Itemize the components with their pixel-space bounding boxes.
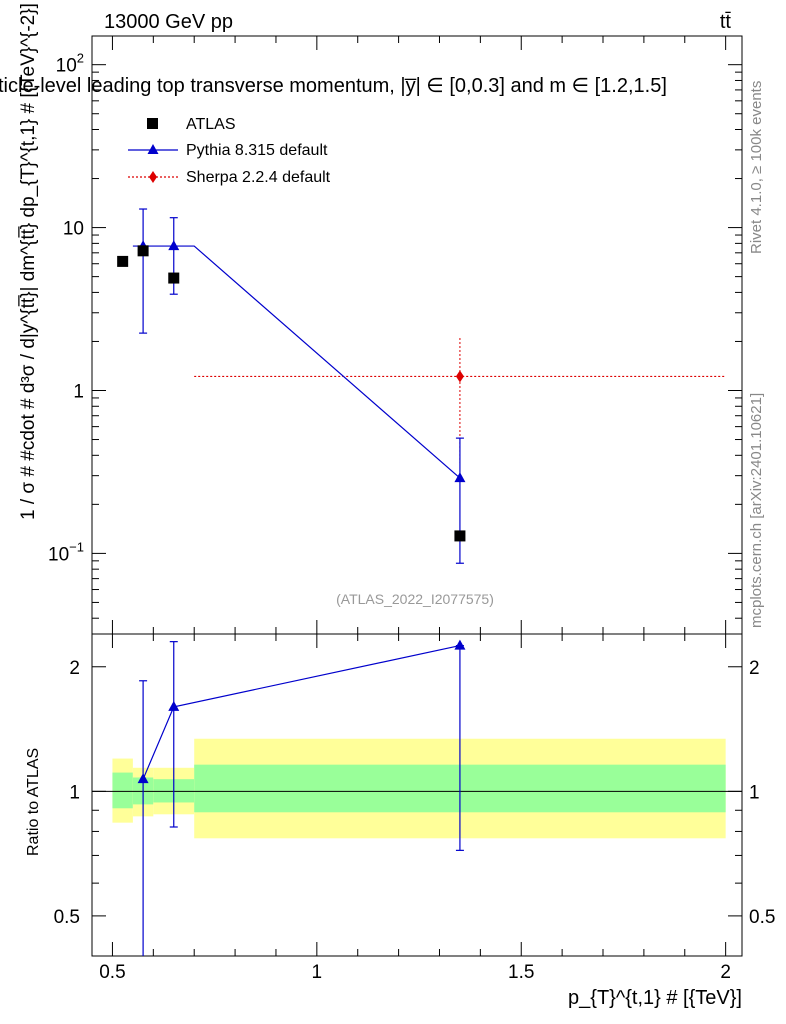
x-tick-label: 2: [720, 962, 731, 983]
main-y-tick-label: 10−1: [48, 539, 84, 565]
y-axis-title: 1 / σ # #cdot # d³σ / d|y^{tt̅}| dm^{tt̅…: [18, 3, 39, 520]
atlas-point: [117, 255, 129, 267]
ratio-band-green: [112, 772, 133, 809]
pythia-point: [454, 472, 466, 483]
atlas-point: [454, 530, 466, 542]
main-y-tick-label: 102: [56, 51, 84, 77]
mcplots-watermark: mcplots.cern.ch [arXiv:2401.10621]: [748, 393, 765, 628]
x-tick-label: 1: [312, 962, 323, 983]
x-tick-label: 0.5: [99, 962, 125, 983]
atlas-point: [137, 245, 149, 257]
ratio-y-tick-label-right: 1: [749, 782, 760, 803]
atlas-point: [168, 272, 180, 284]
pythia-ratio-point: [137, 773, 149, 784]
ratio-y-tick-label-right: 0.5: [749, 907, 775, 928]
chart-title: ticle-level leading top transverse momen…: [0, 75, 667, 97]
main-plot-layer: 10−1 1 10 102: [48, 36, 742, 634]
ratio-axis-title: Ratio to ATLAS: [25, 748, 42, 856]
pythia-ratio-point: [454, 639, 466, 650]
x-tick-label: 1.5: [508, 962, 534, 983]
main-y-tick-label: 10: [63, 219, 84, 240]
pythia-point: [168, 240, 180, 251]
analysis-id: (ATLAS_2022_I2077575): [336, 591, 494, 607]
legend-marker-atlas: [147, 118, 158, 129]
legend-label-sherpa: Sherpa 2.2.4 default: [186, 169, 331, 186]
legend-label-pythia: Pythia 8.315 default: [186, 142, 328, 159]
main-y-tick-label: 1: [73, 381, 84, 402]
process-label: tt̄: [720, 11, 732, 33]
ratio-y-tick-label-right: 2: [749, 658, 760, 679]
ratio-y-tick-label: 1: [69, 782, 80, 803]
x-axis-title: p_{T}^{t,1} # [{TeV}]: [568, 987, 742, 1009]
pythia-ratio-point: [168, 700, 180, 711]
legend-marker-sherpa: [149, 171, 157, 183]
rivet-watermark: Rivet 4.1.0, ≥ 100k events: [748, 81, 765, 254]
ratio-y-tick-label: 2: [69, 658, 80, 679]
legend-marker-pythia: [147, 144, 159, 154]
pythia-line: [132, 245, 461, 479]
ratio-plot-layer: 0.5 1 1.5 2 0.5 0.5 1 1 2 2: [54, 634, 775, 983]
legend-label-atlas: ATLAS: [186, 116, 236, 133]
energy-label: 13000 GeV pp: [104, 11, 233, 33]
ratio-y-tick-label: 0.5: [54, 907, 80, 928]
sherpa-point: [455, 370, 464, 383]
ratio-plot-frame: [91, 633, 743, 957]
legend: ATLAS Pythia 8.315 default Sherpa 2.2.4 …: [128, 116, 331, 186]
